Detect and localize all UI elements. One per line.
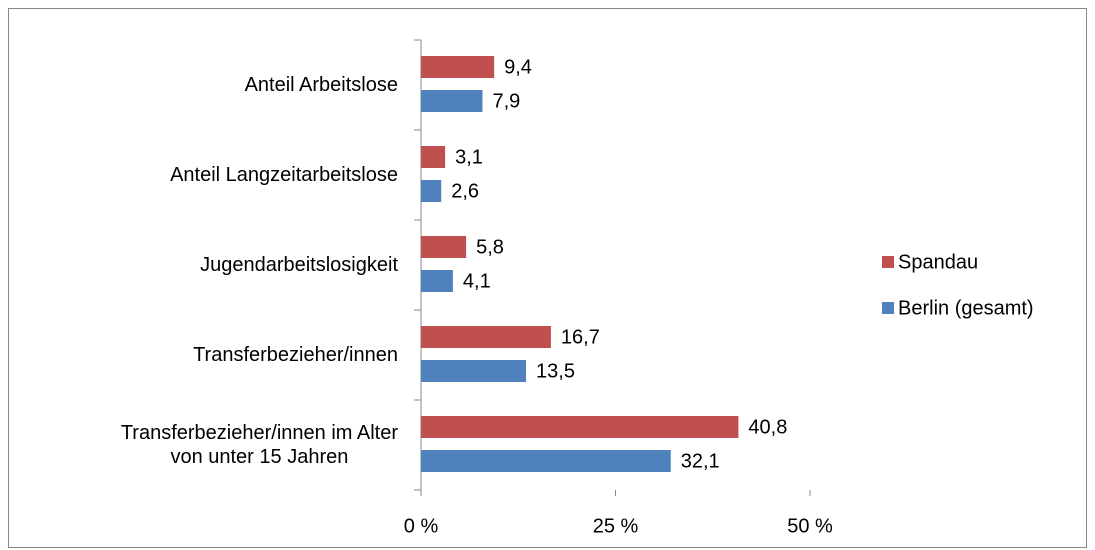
frame <box>8 8 1087 548</box>
bar <box>421 146 446 168</box>
data-label: 4,1 <box>463 270 491 292</box>
x-tick-label: 0 % <box>404 515 439 537</box>
data-label: 16,7 <box>561 326 600 348</box>
bar <box>421 90 483 112</box>
y-tick-label: Jugendarbeitslosigkeit <box>10 253 398 277</box>
bar <box>421 326 551 348</box>
x-tick-label: 50 % <box>787 515 833 537</box>
bar <box>421 236 467 258</box>
data-label: 13,5 <box>536 360 575 382</box>
data-label: 2,6 <box>451 180 479 202</box>
y-tick-label: Anteil Langzeitarbeitslose <box>10 163 398 187</box>
legend-label: Spandau <box>898 251 978 273</box>
category-text: Anteil Langzeitarbeitslose <box>170 164 398 186</box>
data-label: 3,1 <box>455 146 483 168</box>
bar <box>421 180 442 202</box>
y-tick-label: Anteil Arbeitslose <box>10 73 398 97</box>
x-tick-label: 25 % <box>593 515 639 537</box>
legend-label: Berlin (gesamt) <box>898 297 1034 319</box>
category-text: Jugendarbeitslosigkeit <box>200 254 398 276</box>
bar <box>421 56 495 78</box>
bar <box>421 416 739 438</box>
category-text: Transferbezieher/innen <box>193 344 398 366</box>
y-tick-label: Transferbezieher/innen <box>10 343 398 367</box>
data-label: 32,1 <box>681 450 720 472</box>
data-label: 7,9 <box>492 90 520 112</box>
y-tick-label: Transferbezieher/innen im Alter von unte… <box>10 421 398 469</box>
legend-swatch <box>882 302 894 314</box>
data-label: 5,8 <box>476 236 504 258</box>
bar <box>421 360 527 382</box>
bar <box>421 450 671 472</box>
legend-swatch <box>882 256 894 268</box>
category-text: Anteil Arbeitslose <box>244 74 398 96</box>
category-text: Transferbezieher/innen im Alter von unte… <box>120 422 398 468</box>
data-label: 9,4 <box>504 56 532 78</box>
data-label: 40,8 <box>748 416 787 438</box>
bar <box>421 270 453 292</box>
